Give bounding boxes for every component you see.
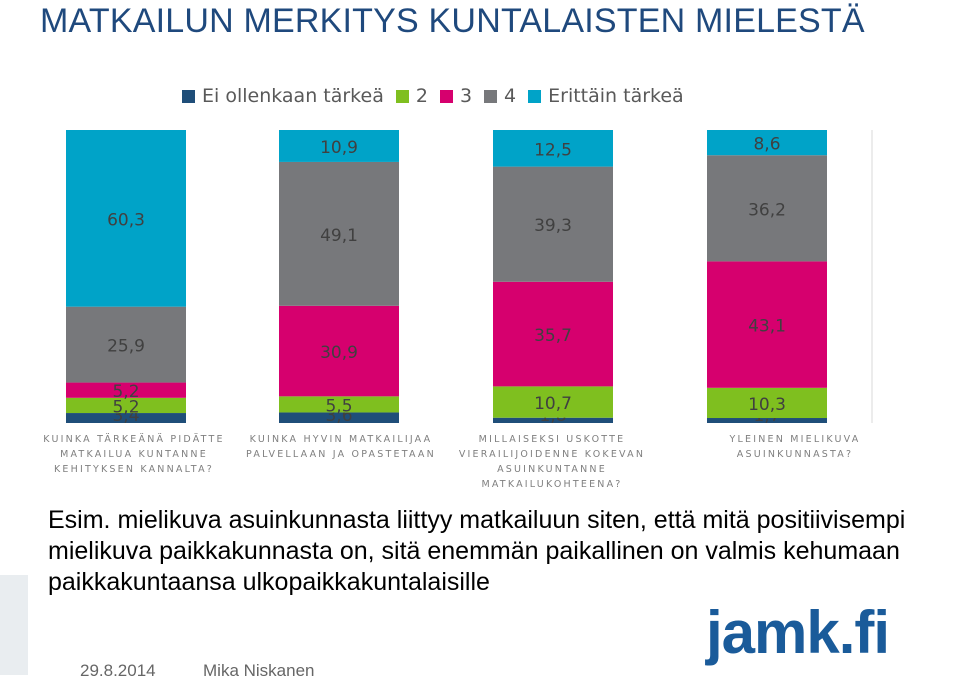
bar-segment-3-5	[493, 130, 613, 167]
bar-segment-1-3	[66, 382, 186, 398]
data-label-2-2: 5,5	[325, 396, 352, 416]
bar-segment-1-2	[66, 397, 186, 414]
data-label-3-3: 35,7	[534, 326, 572, 346]
legend-swatch-3	[439, 89, 453, 103]
bar-segment-2-5	[279, 130, 399, 162]
legend-item-5: Erittäin tärkeä	[528, 85, 684, 107]
bar-segment-4-4	[707, 155, 827, 262]
bar-segment-4-5	[707, 130, 827, 156]
footer-author: Mika Niskanen	[203, 661, 315, 680]
data-label-2-4: 49,1	[320, 226, 358, 246]
data-label-4-5: 8,6	[753, 135, 780, 155]
jamk-logo: jamk.fi	[706, 599, 890, 666]
legend-item-4: 4	[484, 85, 516, 107]
legend-item-3: 3	[439, 85, 473, 107]
data-label-3-4: 39,3	[534, 216, 572, 236]
chart-legend: Ei ollenkaan tärkeä 2 3 4 Erittäin tärke…	[182, 82, 696, 110]
legend-item-2: 2	[395, 85, 428, 107]
bar-segment-4-3	[707, 261, 827, 388]
legend-label-5: Erittäin tärkeä	[548, 85, 684, 107]
data-label-1-5: 60,3	[107, 210, 145, 230]
bar-segment-1-4	[66, 306, 186, 383]
bar-segment-3-1	[493, 417, 613, 423]
legend-swatch-5	[528, 89, 542, 103]
bar-segment-2-4	[279, 161, 399, 306]
bar-segment-4-1	[707, 418, 827, 423]
data-label-4-4: 36,2	[748, 200, 786, 220]
data-label-2-5: 10,9	[320, 138, 358, 158]
category-label-1: KUINKA TÄRKEÄNÄ PIDÄTTE MATKAILUA KUNTAN…	[43, 434, 225, 475]
bar-segment-3-3	[493, 281, 613, 387]
data-label-4-3: 43,1	[748, 317, 786, 337]
data-label-3-5: 12,5	[534, 140, 572, 160]
bar-segment-3-4	[493, 166, 613, 282]
data-label-1-2: 5,2	[112, 397, 139, 417]
legend-item-1: Ei ollenkaan tärkeä	[182, 85, 384, 107]
bar-segment-2-2	[279, 396, 399, 413]
data-label-1-3: 5,2	[112, 382, 139, 402]
footer-decoration	[0, 575, 28, 675]
category-label-2: KUINKA HYVIN MATKAILIJAA PALVELLAAN JA O…	[246, 434, 436, 460]
bar-segment-3-2	[493, 386, 613, 418]
footer-date: 29.8.2014	[80, 661, 156, 680]
legend-label-2: 2	[415, 85, 428, 107]
bar-segment-2-1	[279, 412, 399, 423]
stacked-bar-chart: 3,45,25,225,960,33,65,530,949,110,91,810…	[66, 130, 873, 426]
data-label-3-2: 10,7	[534, 394, 572, 414]
bar-segment-2-3	[279, 305, 399, 397]
bar-segment-4-2	[707, 387, 827, 419]
legend-label-3: 3	[459, 85, 473, 107]
legend-swatch-1	[182, 89, 195, 103]
category-label-4: YLEINEN MIELIKUVA ASUINKUNNASTA?	[729, 434, 861, 460]
slide-caption: Esim. mielikuva asuinkunnasta liittyy ma…	[48, 506, 906, 596]
category-label-3: MILLAISEKSI USKOTTE VIERAILIJOIDENNE KOK…	[458, 434, 646, 490]
data-label-2-3: 30,9	[320, 343, 358, 363]
legend-swatch-4	[484, 89, 498, 103]
legend-swatch-2	[395, 89, 409, 103]
bar-segment-1-1	[66, 413, 186, 423]
legend-label-1: Ei ollenkaan tärkeä	[202, 85, 384, 107]
bar-segment-1-5	[66, 130, 186, 307]
slide-title: MATKAILUN MERKITYS KUNTALAISTEN MIELESTÄ	[40, 2, 865, 40]
legend-label-4: 4	[504, 85, 517, 107]
data-label-1-4: 25,9	[107, 337, 145, 357]
data-label-4-2: 10,3	[748, 395, 786, 415]
